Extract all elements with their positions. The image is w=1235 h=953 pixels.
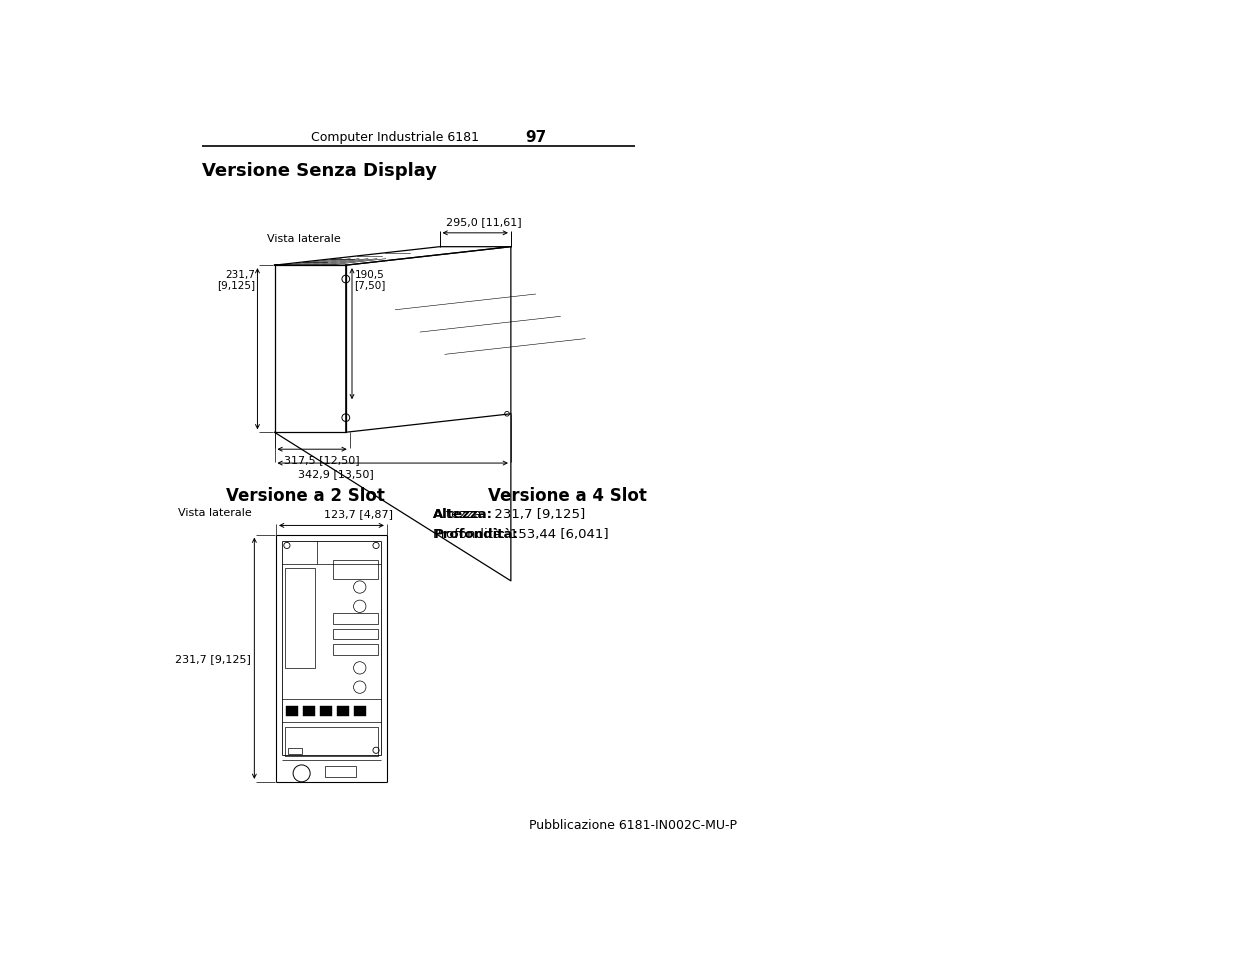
Text: Computer Industriale 6181: Computer Industriale 6181 (311, 131, 479, 144)
Text: Altezza:: Altezza: (433, 508, 493, 521)
Text: Vista laterale: Vista laterale (178, 508, 252, 517)
Text: 342,9 [13,50]: 342,9 [13,50] (298, 468, 373, 478)
Bar (289, 748, 303, 755)
Bar (325, 766, 356, 778)
Bar (332, 614, 378, 624)
Text: Profondità:: Profondità: (433, 528, 519, 541)
Text: 231,7 [9,125]: 231,7 [9,125] (175, 654, 251, 663)
Bar (332, 629, 378, 639)
Text: Profondità: 153,44 [6,041]: Profondità: 153,44 [6,041] (433, 528, 609, 541)
Text: [7,50]: [7,50] (354, 280, 385, 290)
Text: Versione a 2 Slot: Versione a 2 Slot (226, 486, 385, 504)
Text: 295,0 [11,61]: 295,0 [11,61] (446, 216, 521, 227)
Text: Versione a 4 Slot: Versione a 4 Slot (488, 486, 646, 504)
Bar (332, 560, 378, 579)
Bar (332, 644, 378, 655)
Bar (287, 706, 298, 717)
Text: 190,5: 190,5 (354, 270, 384, 280)
Bar (303, 706, 315, 717)
Text: Pubblicazione 6181-IN002C-MU-P: Pubblicazione 6181-IN002C-MU-P (529, 819, 736, 832)
Text: 97: 97 (525, 130, 546, 145)
Bar (284, 727, 378, 757)
Text: [9,125]: [9,125] (217, 280, 256, 290)
Bar (284, 568, 315, 668)
Text: Altezza:  231,7 [9,125]: Altezza: 231,7 [9,125] (433, 508, 585, 521)
Bar (320, 706, 332, 717)
Text: 317,5 [12,50]: 317,5 [12,50] (284, 455, 359, 464)
Bar (337, 706, 350, 717)
Text: Vista laterale: Vista laterale (267, 234, 341, 244)
Text: 231,7: 231,7 (225, 270, 256, 280)
Text: 123,7 [4,87]: 123,7 [4,87] (324, 509, 393, 519)
Bar (354, 706, 366, 717)
Text: Versione Senza Display: Versione Senza Display (203, 162, 437, 180)
